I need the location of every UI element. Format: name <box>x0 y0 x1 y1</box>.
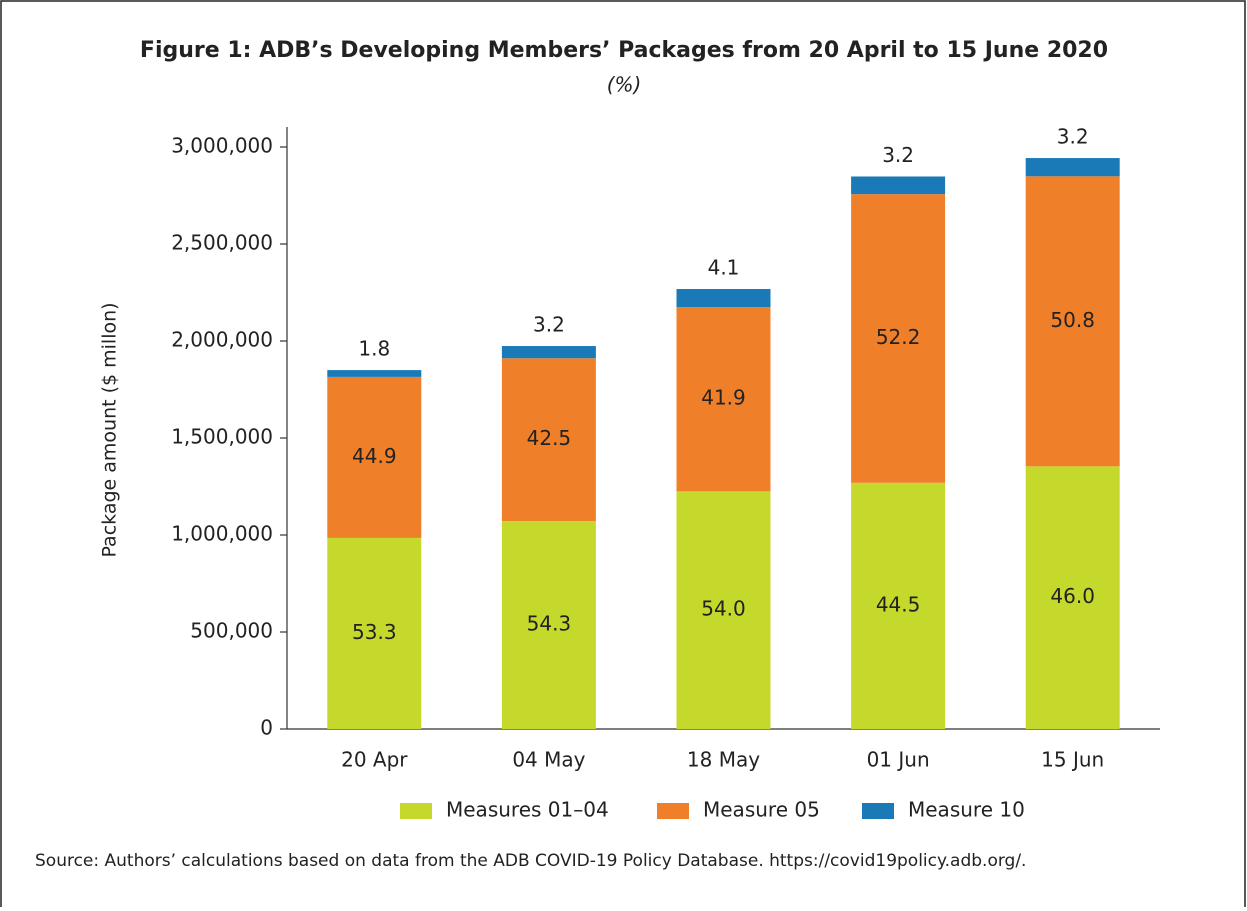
bar-segment <box>327 370 422 377</box>
data-label: 54.3 <box>527 612 572 636</box>
data-label: 50.8 <box>1050 308 1095 332</box>
bar-segment <box>1025 466 1120 729</box>
x-tick-label: 20 Apr <box>341 748 408 772</box>
bar-segment <box>327 537 422 729</box>
bar-segment <box>327 376 422 538</box>
bar-segment <box>851 482 946 729</box>
y-tick-label: 1,500,000 <box>171 425 273 449</box>
bar-segment <box>676 491 771 729</box>
data-label: 46.0 <box>1050 584 1095 608</box>
y-tick-label: 1,000,000 <box>171 522 273 546</box>
bar-segment <box>1025 158 1120 177</box>
data-label: 53.3 <box>352 620 397 644</box>
bar-segment <box>501 521 596 729</box>
bar-segment <box>851 194 946 483</box>
bar-segment <box>676 307 771 492</box>
data-label: 4.1 <box>708 256 740 280</box>
data-label: 54.0 <box>701 597 746 621</box>
bar-segment <box>1025 176 1120 467</box>
data-label: 1.8 <box>358 337 390 361</box>
legend-swatch <box>862 803 894 819</box>
y-tick-label: 2,500,000 <box>171 231 273 255</box>
chart-title: Figure 1: ADB’s Developing Members’ Pack… <box>140 38 1108 63</box>
data-label: 42.5 <box>527 426 572 450</box>
legend-label: Measure 10 <box>908 798 1025 822</box>
data-label: 3.2 <box>882 143 914 167</box>
data-label: 44.9 <box>352 444 397 468</box>
y-tick-label: 3,000,000 <box>171 134 273 158</box>
bar-segment <box>501 346 596 359</box>
source-note: Source: Authors’ calculations based on d… <box>35 851 1026 871</box>
y-tick-label: 0 <box>260 716 273 740</box>
legend-swatch <box>400 803 432 819</box>
data-label: 3.2 <box>533 313 565 337</box>
y-axis-label: Package amount ($ millon) <box>99 302 121 557</box>
legend-label: Measures 01–04 <box>446 798 609 822</box>
bar-segment <box>501 358 596 522</box>
x-tick-label: 01 Jun <box>867 748 930 772</box>
y-tick-label: 2,000,000 <box>171 328 273 352</box>
y-tick-label: 500,000 <box>190 619 273 643</box>
x-tick-label: 18 May <box>687 748 760 772</box>
legend-label: Measure 05 <box>703 798 820 822</box>
data-label: 3.2 <box>1057 125 1089 149</box>
x-tick-label: 04 May <box>512 748 585 772</box>
data-label: 44.5 <box>876 592 921 616</box>
x-tick-label: 15 Jun <box>1041 748 1104 772</box>
data-label: 41.9 <box>701 386 746 410</box>
chart-subtitle: (%) <box>607 73 642 97</box>
bar-segment <box>676 289 771 308</box>
legend-swatch <box>657 803 689 819</box>
bar-segment <box>851 176 946 195</box>
data-label: 52.2 <box>876 325 921 349</box>
